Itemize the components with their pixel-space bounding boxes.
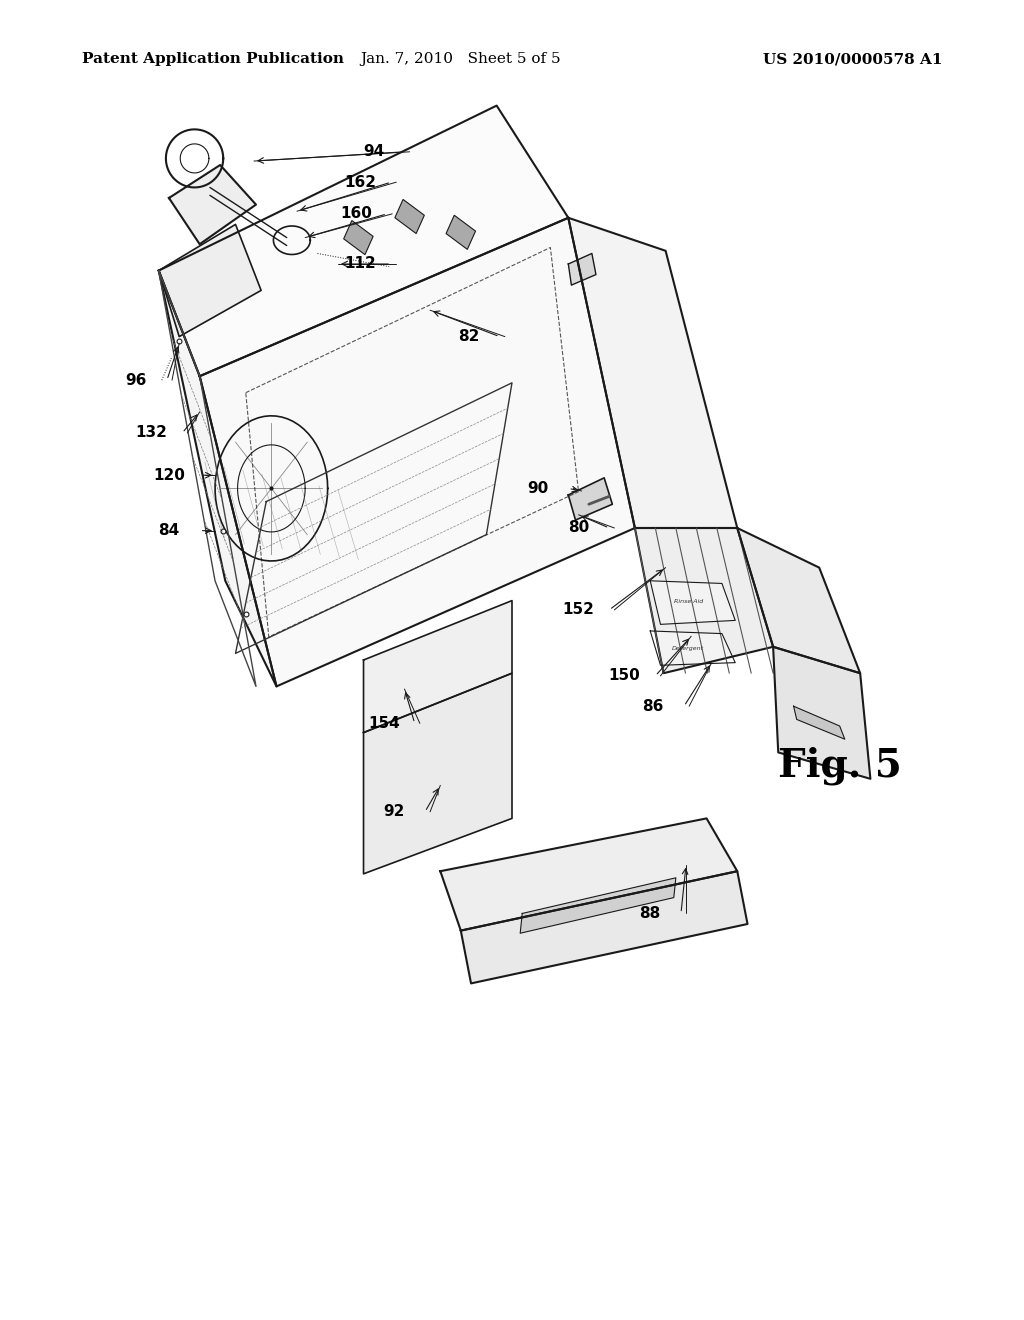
Polygon shape bbox=[364, 601, 512, 733]
Text: Jan. 7, 2010   Sheet 5 of 5: Jan. 7, 2010 Sheet 5 of 5 bbox=[360, 53, 561, 66]
Polygon shape bbox=[159, 271, 276, 686]
Text: 88: 88 bbox=[640, 906, 660, 921]
Text: 150: 150 bbox=[608, 668, 641, 684]
Text: 94: 94 bbox=[364, 144, 384, 160]
Polygon shape bbox=[364, 673, 512, 874]
Polygon shape bbox=[635, 528, 773, 673]
Text: Detergent: Detergent bbox=[672, 645, 705, 651]
Polygon shape bbox=[200, 218, 635, 686]
Text: 132: 132 bbox=[135, 425, 168, 441]
Polygon shape bbox=[568, 253, 596, 285]
Polygon shape bbox=[650, 581, 735, 624]
Polygon shape bbox=[159, 224, 261, 337]
Text: 92: 92 bbox=[384, 804, 404, 820]
Polygon shape bbox=[568, 478, 612, 520]
Polygon shape bbox=[440, 818, 737, 931]
Text: 80: 80 bbox=[568, 520, 589, 536]
Bar bbox=[446, 215, 475, 249]
Polygon shape bbox=[737, 528, 860, 673]
Polygon shape bbox=[568, 218, 737, 528]
Text: 82: 82 bbox=[459, 329, 479, 345]
Text: 160: 160 bbox=[340, 206, 373, 222]
Polygon shape bbox=[794, 706, 845, 739]
Text: 90: 90 bbox=[527, 480, 548, 496]
Polygon shape bbox=[520, 878, 676, 933]
Polygon shape bbox=[169, 165, 256, 244]
Text: 162: 162 bbox=[344, 174, 377, 190]
Text: 86: 86 bbox=[643, 698, 664, 714]
Polygon shape bbox=[773, 647, 870, 779]
Text: 120: 120 bbox=[153, 467, 185, 483]
Bar bbox=[395, 199, 424, 234]
Bar bbox=[344, 220, 373, 255]
Text: Rinse Aid: Rinse Aid bbox=[674, 599, 702, 605]
Text: 84: 84 bbox=[159, 523, 179, 539]
Text: US 2010/0000578 A1: US 2010/0000578 A1 bbox=[763, 53, 942, 66]
Text: 112: 112 bbox=[344, 256, 377, 272]
Text: 152: 152 bbox=[562, 602, 595, 618]
Polygon shape bbox=[650, 631, 735, 665]
Polygon shape bbox=[159, 106, 568, 376]
Text: Patent Application Publication: Patent Application Publication bbox=[82, 53, 344, 66]
Text: 154: 154 bbox=[368, 715, 400, 731]
Text: Fig. 5: Fig. 5 bbox=[778, 746, 901, 785]
Text: 96: 96 bbox=[126, 372, 146, 388]
Polygon shape bbox=[461, 871, 748, 983]
